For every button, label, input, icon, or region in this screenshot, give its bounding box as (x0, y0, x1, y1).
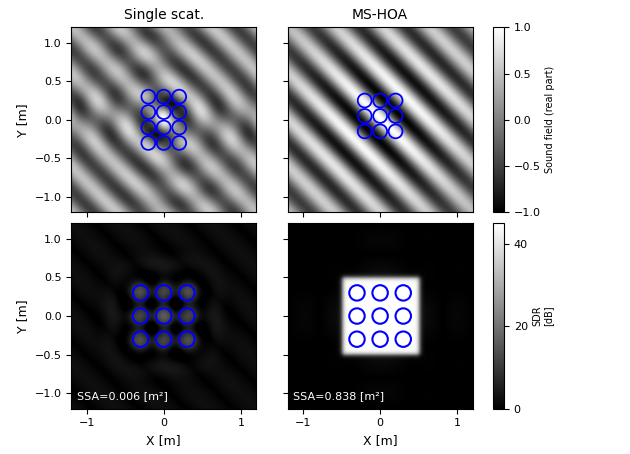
Y-axis label: Y [m]: Y [m] (16, 299, 29, 333)
Y-axis label: SDR
[dB]: SDR [dB] (532, 306, 554, 326)
Text: SSA=0.838 [m²]: SSA=0.838 [m²] (293, 391, 384, 401)
Title: Single scat.: Single scat. (123, 8, 204, 22)
Title: MS-HOA: MS-HOA (352, 8, 408, 22)
Y-axis label: Y [m]: Y [m] (16, 103, 29, 137)
X-axis label: X [m]: X [m] (363, 434, 398, 447)
Text: SSA=0.006 [m²]: SSA=0.006 [m²] (77, 391, 168, 401)
X-axis label: X [m]: X [m] (146, 434, 181, 447)
Y-axis label: Sound field (real part): Sound field (real part) (545, 66, 555, 173)
